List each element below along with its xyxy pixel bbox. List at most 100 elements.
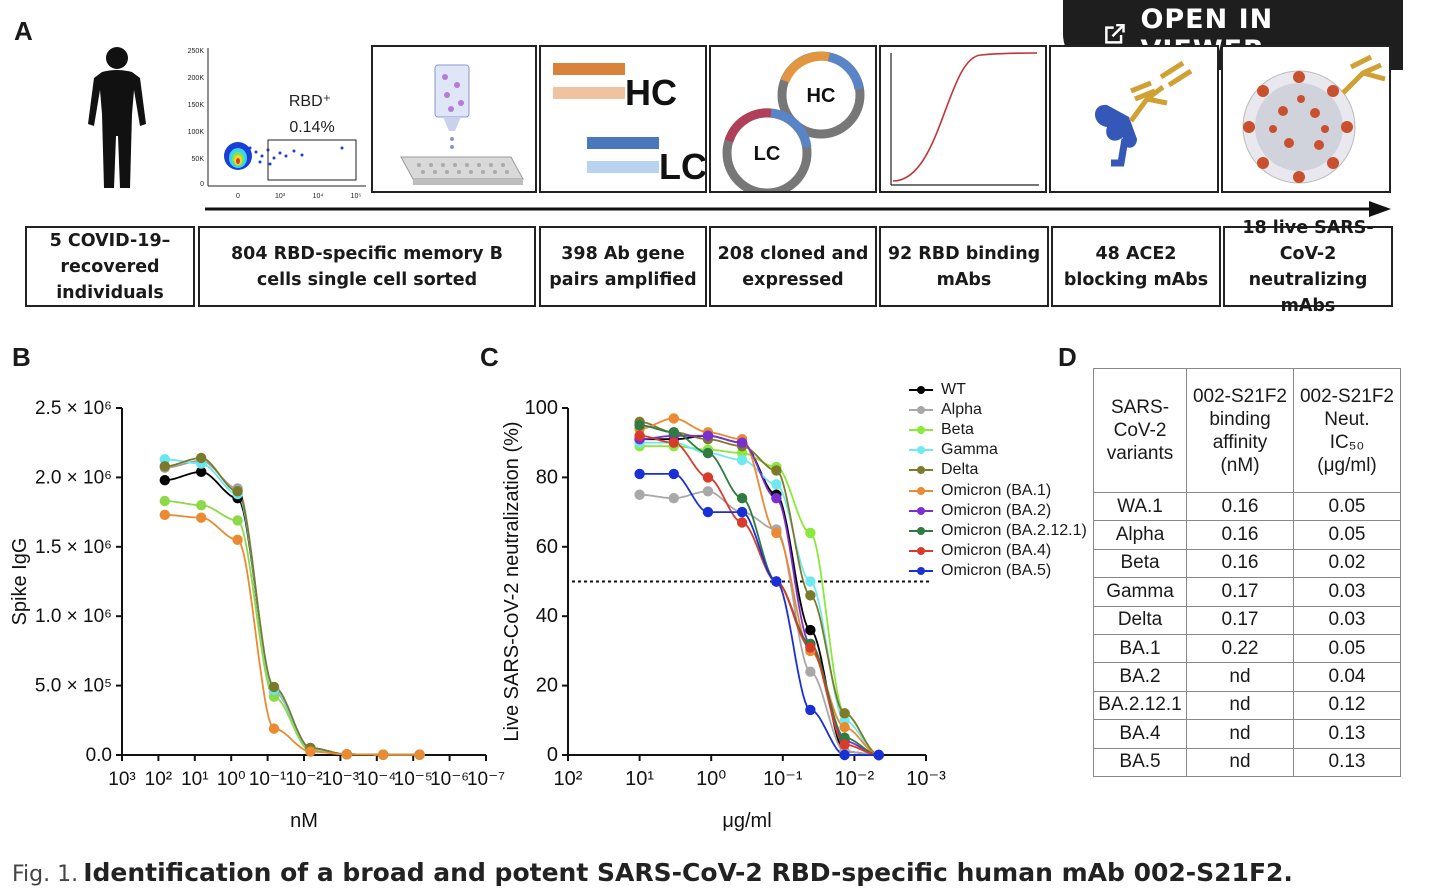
- table-row: BA.2 nd 0.04: [1093, 662, 1401, 692]
- data-point: [805, 590, 816, 601]
- data-point: [341, 749, 353, 760]
- data-point: [159, 509, 171, 521]
- variants-table: SARS- CoV-2 variants 002-S21F2 binding a…: [1093, 368, 1401, 777]
- x-axis-label: μg/ml: [722, 810, 771, 832]
- data-point: [634, 430, 645, 441]
- series-curve: [639, 473, 879, 756]
- data-point: [839, 722, 850, 733]
- data-point: [668, 468, 679, 480]
- flow-cytometry-plot: 250K 200K 150K 100K 50K 0 0 10³ 10⁴ 10⁵ …: [188, 48, 366, 200]
- workflow-arrow: [205, 201, 1391, 217]
- panel-label-b: B: [12, 342, 31, 372]
- flow-xtick: 0: [236, 193, 240, 200]
- legend-item: Alpha: [907, 400, 1087, 420]
- data-point: [159, 461, 171, 472]
- table-header: SARS- CoV-2 variants: [1093, 368, 1187, 493]
- legend-item: WT: [907, 380, 1087, 400]
- x-tick-label: 10⁻⁷: [467, 769, 505, 790]
- legend-item: Omicron (BA.2): [907, 501, 1087, 521]
- gate-label: RBD⁺: [289, 93, 331, 110]
- data-point: [771, 479, 782, 490]
- legend-label: Omicron (BA.2.12.1): [941, 521, 1087, 539]
- legend-label: Omicron (BA.1): [941, 481, 1052, 499]
- lc-plasmid-label: LC: [754, 143, 781, 165]
- legend-marker: [907, 465, 935, 475]
- figure-number: Fig. 1.: [12, 862, 79, 887]
- panel-label-d: D: [1058, 342, 1077, 372]
- table-row: Delta 0.17 0.03: [1093, 605, 1401, 635]
- data-point: [736, 493, 748, 504]
- legend-label: Beta: [941, 421, 974, 439]
- series-curve: [639, 424, 879, 756]
- flow-ytick: 100K: [188, 129, 205, 136]
- table-cell: 0.12: [1293, 690, 1401, 721]
- legend-item: Omicron (BA.1): [907, 480, 1087, 500]
- y-tick-label: 2.0 × 10⁶: [35, 467, 112, 488]
- x-tick-label: 10³: [108, 769, 135, 790]
- table-cell: 0.16: [1186, 548, 1294, 579]
- data-point: [805, 642, 816, 653]
- series-curve: [164, 514, 420, 756]
- hc-plasmid-label: HC: [807, 85, 836, 107]
- table-cell: 0.05: [1293, 520, 1401, 550]
- plasmid-icon-box: HC LC: [709, 45, 877, 193]
- legend-label: Alpha: [941, 401, 982, 419]
- table-cell: 0.13: [1293, 747, 1401, 777]
- table-cell: BA.5: [1093, 747, 1187, 777]
- table-cell: Gamma: [1093, 577, 1187, 607]
- legend-label: Omicron (BA.2): [941, 501, 1052, 519]
- legend-item: Delta: [907, 460, 1087, 480]
- external-link-icon: [1105, 23, 1125, 44]
- x-tick-label: 10⁻²: [285, 769, 323, 790]
- data-point: [839, 708, 850, 719]
- data-point: [634, 489, 645, 500]
- data-point: [196, 466, 207, 478]
- table-cell: 0.03: [1293, 605, 1401, 635]
- table-row: BA.1 0.22 0.05: [1093, 633, 1401, 664]
- legend-item: Omicron (BA.5): [907, 561, 1087, 581]
- virus-icon-box: [1221, 45, 1391, 193]
- data-point: [634, 468, 645, 480]
- legend-item: Gamma: [907, 440, 1087, 460]
- step-rbd-binding: 92 RBD binding mAbs: [879, 226, 1049, 307]
- data-point: [805, 624, 816, 636]
- table-row: BA.4 nd 0.13: [1093, 719, 1401, 749]
- figure-title: Identification of a broad and potent SAR…: [83, 858, 1293, 887]
- y-tick-label: 60: [536, 536, 558, 558]
- table-cell: 0.22: [1186, 633, 1294, 664]
- cell-sort-icon-box: [371, 45, 537, 193]
- table-cell: BA.2.12.1: [1093, 690, 1187, 721]
- data-point: [196, 512, 207, 523]
- data-point: [839, 749, 850, 761]
- legend-marker: [907, 385, 935, 395]
- ace2-block-icon-box: [1049, 45, 1219, 193]
- y-tick-label: 80: [536, 466, 558, 488]
- panel-label-c: C: [480, 342, 499, 372]
- table-row: BA.5 nd 0.13: [1093, 747, 1401, 777]
- x-tick-label: 10²: [554, 768, 583, 790]
- series-curve: [639, 421, 879, 756]
- data-point: [159, 495, 171, 507]
- legend-item: Beta: [907, 420, 1087, 440]
- step-cells-sorted: 804 RBD-specific memory B cells single c…: [198, 226, 536, 307]
- legend-label: Omicron (BA.4): [941, 541, 1052, 559]
- ace2-antibody-icon: [1095, 60, 1193, 167]
- y-tick-label: 40: [536, 605, 558, 627]
- y-tick-label: 5.0 × 10⁵: [35, 676, 112, 697]
- data-point: [702, 486, 714, 497]
- step-cloned: 208 cloned and expressed: [709, 226, 877, 307]
- x-tick-label: 10¹: [181, 769, 208, 790]
- data-point: [805, 704, 816, 716]
- table-cell: Delta: [1093, 605, 1187, 635]
- table-cell: nd: [1186, 690, 1294, 721]
- table-cell: 0.17: [1186, 577, 1294, 607]
- legend-marker: [907, 526, 935, 536]
- data-point: [634, 420, 645, 431]
- x-tick-label: 10⁻¹: [763, 768, 803, 790]
- data-point: [159, 474, 171, 486]
- step-neutralizing: 18 live SARS- CoV-2 neutralizing mAbs: [1223, 218, 1393, 316]
- table-cell: nd: [1186, 719, 1294, 749]
- binding-curve-icon-box: [879, 45, 1047, 193]
- step-ace2-blocking: 48 ACE2 blocking mAbs: [1051, 226, 1221, 307]
- x-tick-label: 10⁻⁴: [357, 769, 396, 790]
